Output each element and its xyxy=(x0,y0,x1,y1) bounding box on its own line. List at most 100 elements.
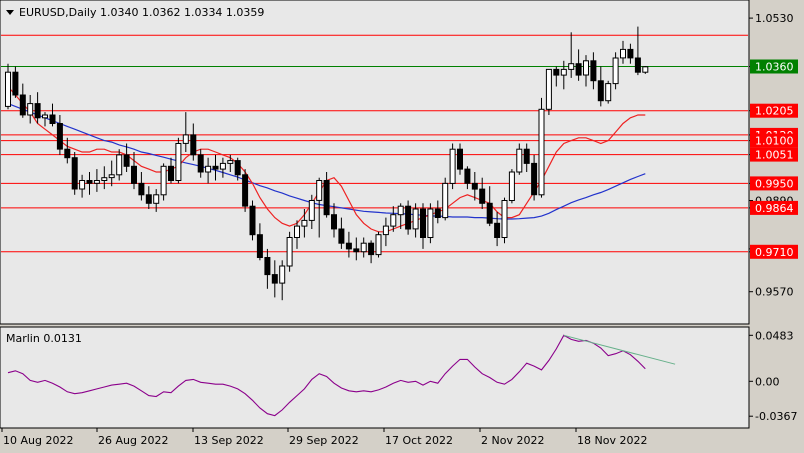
price-level-label: 1.0205 xyxy=(755,105,794,118)
candle xyxy=(494,211,501,247)
candle xyxy=(627,43,634,64)
oscillator-tick-label: -0.0367 xyxy=(755,410,797,423)
candle xyxy=(42,112,48,127)
candle xyxy=(212,154,219,181)
candle xyxy=(590,52,597,90)
time-axis: 10 Aug 2022 26 Aug 2022 13 Sep 2022 29 Sep … xyxy=(1,428,647,447)
candle xyxy=(331,203,337,238)
candle xyxy=(360,237,367,258)
candle xyxy=(442,177,449,221)
price-level-label: 1.0360 xyxy=(755,61,794,74)
price-level-tag xyxy=(750,147,798,162)
candle xyxy=(634,26,641,76)
candle xyxy=(242,169,249,212)
candle xyxy=(560,60,567,90)
price-tick-label: 0.9570 xyxy=(755,286,794,299)
oscillator-series xyxy=(7,334,676,417)
time-tick-label: 17 Oct 2022 xyxy=(385,434,453,447)
candle xyxy=(182,112,189,152)
time-tick-label: 18 Nov 2022 xyxy=(577,434,647,447)
candle xyxy=(420,203,426,249)
candle xyxy=(56,115,63,155)
candle xyxy=(301,209,308,238)
price-level-tag xyxy=(750,103,798,118)
candle xyxy=(256,223,263,261)
candle xyxy=(12,66,19,98)
candle xyxy=(427,203,434,244)
candle xyxy=(605,80,612,104)
candle xyxy=(93,169,100,192)
candle xyxy=(545,68,552,115)
candle xyxy=(553,66,560,87)
candle xyxy=(5,63,11,110)
price-level-label: 1.0051 xyxy=(755,149,794,162)
candle xyxy=(390,206,397,232)
candle xyxy=(19,83,26,118)
price-level-label: 0.9950 xyxy=(755,177,794,190)
candle xyxy=(131,152,137,190)
price-tick-label: 1.0530 xyxy=(755,12,794,25)
indicator-label: Marlin 0.0131 xyxy=(6,332,82,345)
candle xyxy=(153,189,160,212)
symbol-dropdown-icon[interactable] xyxy=(6,10,14,15)
candle xyxy=(234,157,241,181)
oscillator-tick-label: 0.0483 xyxy=(755,329,794,342)
candle xyxy=(286,231,293,272)
oscillator-tick-label: 0.00 xyxy=(755,375,780,388)
candle xyxy=(145,186,152,209)
candle xyxy=(249,200,256,241)
candle xyxy=(294,220,300,249)
indicator-plot-area[interactable] xyxy=(0,326,750,429)
candle xyxy=(323,172,330,218)
candle xyxy=(79,174,86,198)
candle xyxy=(197,149,204,178)
candle xyxy=(397,203,404,229)
candle xyxy=(523,143,530,172)
candle xyxy=(345,231,352,258)
candle xyxy=(160,163,167,201)
candle xyxy=(434,200,441,224)
price-level-tag xyxy=(750,244,798,259)
candle xyxy=(508,169,515,204)
candle xyxy=(219,157,226,178)
candle xyxy=(405,200,412,235)
candle xyxy=(264,248,271,289)
candle xyxy=(516,143,523,175)
candle xyxy=(27,95,34,124)
oscillator-trendline[interactable] xyxy=(563,334,676,365)
time-tick-label: 2 Nov 2022 xyxy=(481,434,544,447)
candle xyxy=(116,149,123,181)
main-plot-area[interactable] xyxy=(0,0,750,325)
time-tick-label: 13 Sep 2022 xyxy=(194,434,264,447)
candle xyxy=(479,177,486,209)
symbol-info: EURUSD,Daily 1.0340 1.0362 1.0334 1.0359 xyxy=(19,6,264,19)
time-tick-label: 10 Aug 2022 xyxy=(3,434,73,447)
candle xyxy=(338,217,345,249)
time-tick-label: 29 Sep 2022 xyxy=(289,434,359,447)
candle xyxy=(108,160,115,187)
candle xyxy=(34,92,41,124)
candle xyxy=(64,137,71,164)
candle xyxy=(464,166,471,190)
time-tick-label: 26 Aug 2022 xyxy=(98,434,168,447)
candle xyxy=(101,166,108,190)
candle xyxy=(49,103,56,127)
candle xyxy=(168,157,174,184)
candle xyxy=(375,231,382,258)
candle xyxy=(583,55,589,87)
candle xyxy=(620,40,626,64)
candle xyxy=(382,217,389,247)
candle xyxy=(123,143,130,172)
candle xyxy=(205,157,212,184)
candle xyxy=(71,152,78,195)
candle xyxy=(449,143,456,190)
candle xyxy=(457,143,463,175)
candle xyxy=(86,172,93,195)
candle xyxy=(190,123,197,161)
candlesticks xyxy=(5,26,649,301)
candle xyxy=(175,137,182,184)
candle xyxy=(531,154,538,201)
candle xyxy=(597,66,604,107)
candle xyxy=(308,194,315,229)
